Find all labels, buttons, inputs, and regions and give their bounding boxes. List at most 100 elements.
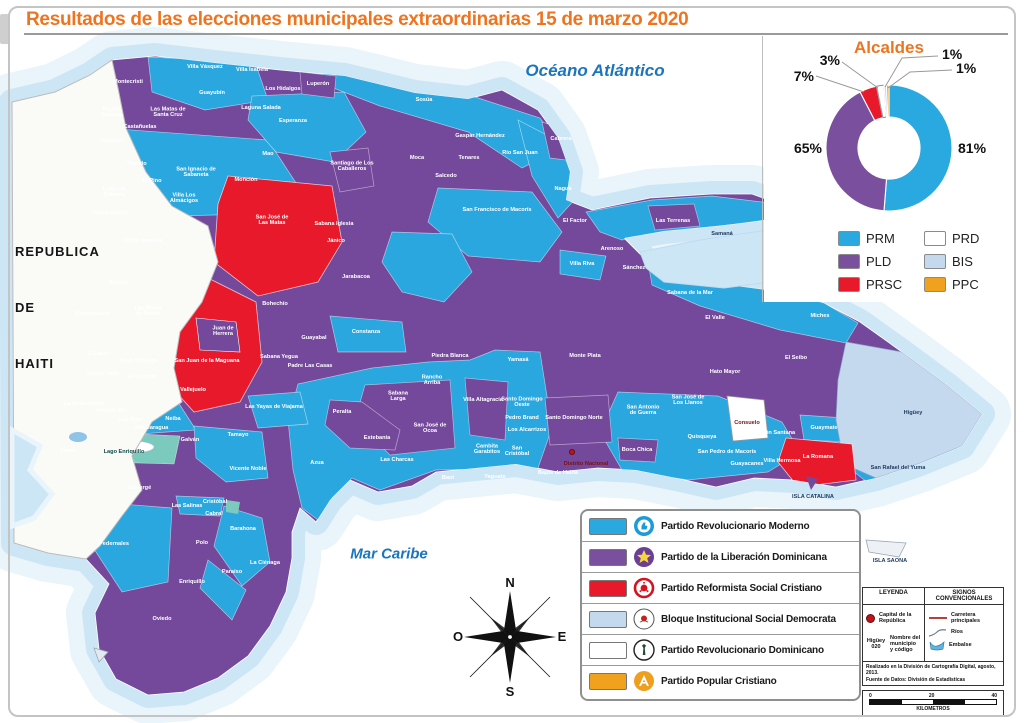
donut-percent-ppc: 1% bbox=[956, 60, 977, 76]
legend-label: BIS bbox=[952, 254, 973, 269]
donut-legend-item-pld: PLD bbox=[838, 250, 924, 273]
donut-slice-pld bbox=[825, 91, 888, 212]
donut-legend-item-prm: PRM bbox=[838, 227, 924, 250]
legend-swatch bbox=[838, 231, 860, 246]
haiti-sea-notch bbox=[9, 425, 56, 530]
compass-s: S bbox=[506, 684, 515, 699]
donut-legend-item-prd: PRD bbox=[924, 227, 1008, 250]
pld-regions bbox=[299, 71, 701, 463]
map-shape bbox=[639, 620, 643, 623]
sea-label: Mar Caribe bbox=[350, 545, 428, 563]
party-legend-box: Partido Revolucionario Moderno Partido de… bbox=[580, 509, 861, 701]
legend-swatch bbox=[924, 254, 946, 269]
legend-label: PRM bbox=[866, 231, 895, 246]
prm-logo bbox=[634, 516, 654, 536]
scale-end: 40 bbox=[991, 693, 997, 700]
map-shape bbox=[559, 249, 607, 281]
legend-label: PRD bbox=[952, 231, 980, 246]
map-shape bbox=[639, 675, 649, 686]
prm-logo-wrap bbox=[633, 515, 655, 537]
map-shape bbox=[510, 617, 530, 637]
frame-tab bbox=[0, 14, 10, 44]
donut-legend-item-bis: BIS bbox=[924, 250, 1008, 273]
haiti-label: REPUBLICA DE HAITI bbox=[15, 244, 100, 371]
prd-logo-wrap bbox=[633, 639, 655, 661]
donut-legend-item-ppc: PPC bbox=[924, 273, 1008, 296]
map-shape bbox=[427, 187, 563, 263]
party-color-swatch bbox=[589, 517, 627, 535]
reservoir-symbol bbox=[929, 640, 945, 650]
legend-label: PRSC bbox=[866, 277, 903, 292]
haiti-region bbox=[11, 59, 219, 560]
party-legend-row-prd: Partido Revolucionario Dominicano bbox=[582, 635, 859, 666]
map-shape bbox=[825, 84, 953, 212]
river-symbol bbox=[929, 628, 947, 637]
party-legend-row-bis: Bloque Institucional Social Democrata bbox=[582, 604, 859, 635]
pld-logo-wrap bbox=[633, 546, 655, 568]
pld-enclave-juan-de-herrera bbox=[195, 317, 241, 353]
map-shape bbox=[193, 425, 269, 483]
party-name: Partido Popular Cristiano bbox=[661, 675, 777, 687]
party-color-swatch bbox=[589, 641, 627, 659]
party-name: Partido de la Liberación Dominicana bbox=[661, 551, 827, 563]
map-shape bbox=[329, 315, 407, 353]
map-shape bbox=[75, 56, 982, 621]
compass-rose: N S E O bbox=[453, 575, 567, 699]
map-shape bbox=[510, 631, 556, 643]
lago-azuei bbox=[69, 432, 87, 442]
map-shape bbox=[641, 615, 647, 622]
river-label: Ríos bbox=[951, 629, 963, 636]
legend-swatch bbox=[838, 254, 860, 269]
isla-beata bbox=[93, 647, 109, 663]
map-shape bbox=[815, 75, 865, 93]
pld-logo bbox=[634, 547, 654, 567]
legend-swatch bbox=[924, 277, 946, 292]
party-color-swatch bbox=[589, 548, 627, 566]
donut-legend: PRM PRD PLD BIS PRSC PPC bbox=[838, 227, 1008, 296]
map-shape bbox=[645, 620, 649, 623]
page-title: Resultados de las elecciones municipales… bbox=[26, 9, 689, 30]
donut-leader-lines bbox=[815, 55, 953, 93]
map-shape bbox=[642, 644, 646, 655]
prd-logo bbox=[633, 639, 655, 661]
bis-logo bbox=[633, 608, 655, 630]
map-shape bbox=[643, 582, 645, 585]
map-shape bbox=[464, 591, 556, 683]
panel-divider bbox=[762, 36, 763, 302]
reservoir-label: Embalse bbox=[949, 642, 972, 649]
scale-0: 0 bbox=[869, 693, 872, 700]
party-name: Bloque Institucional Social Democrata bbox=[661, 613, 836, 625]
ppc-logo-wrap bbox=[633, 670, 655, 692]
map-shape bbox=[464, 631, 510, 643]
map-shape bbox=[617, 437, 659, 463]
map-shape bbox=[490, 637, 510, 657]
donut-slice-ppc bbox=[885, 84, 890, 118]
map-shape bbox=[213, 175, 343, 297]
source-note: Realizado en la División de Cartografía … bbox=[863, 660, 1003, 686]
map-shape bbox=[647, 203, 701, 231]
map-shape bbox=[639, 589, 642, 593]
road-label: Carretera principales bbox=[951, 612, 981, 625]
map-shape bbox=[199, 559, 247, 621]
party-name: Partido Reformista Social Cristiano bbox=[661, 582, 822, 594]
map-shape bbox=[884, 55, 939, 88]
municipality-example: Higüey 020 bbox=[866, 638, 886, 651]
map-shape bbox=[641, 522, 648, 530]
map-shape bbox=[317, 63, 563, 169]
scale-bar-graphic bbox=[869, 699, 997, 706]
ocean-label: Océano Atlántico bbox=[525, 61, 665, 80]
legend-label: PLD bbox=[866, 254, 892, 269]
donut-percent-prd: 3% bbox=[819, 52, 840, 68]
capital-marker bbox=[569, 448, 576, 455]
road-symbol bbox=[929, 617, 947, 620]
map-shape bbox=[504, 637, 516, 683]
map-shape bbox=[381, 231, 473, 303]
legend-swatch bbox=[924, 231, 946, 246]
map-shape bbox=[213, 505, 271, 587]
isla-catalina bbox=[806, 476, 818, 490]
map-shape bbox=[887, 69, 953, 89]
alcaldes-chart-title: Alcaldes bbox=[854, 38, 924, 57]
map-shape bbox=[329, 147, 375, 193]
